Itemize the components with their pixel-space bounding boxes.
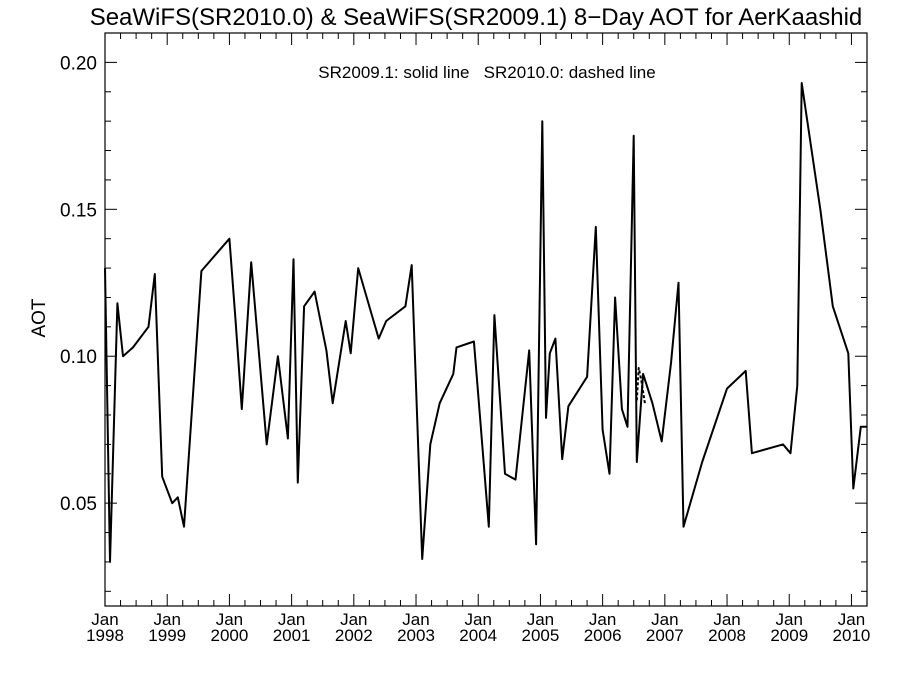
y-tick-label: 0.15 <box>60 200 97 221</box>
axis-ticks: 0.050.100.150.20Jan1998Jan1999Jan2000Jan… <box>60 32 871 645</box>
x-tick-label-year: 2000 <box>210 626 248 645</box>
x-tick-label-month: Jan <box>838 610 865 629</box>
x-tick-label-year: 2003 <box>397 626 435 645</box>
x-tick-label-month: Jan <box>340 610 367 629</box>
x-tick-label-year: 1999 <box>148 626 186 645</box>
y-tick-label: 0.10 <box>60 347 97 368</box>
series-line-solid <box>104 82 867 563</box>
x-tick-label-month: Jan <box>216 610 243 629</box>
x-tick-label-year: 2004 <box>459 626 497 645</box>
x-tick-label-year: 2007 <box>646 626 684 645</box>
x-tick-label-year: 1998 <box>86 626 124 645</box>
x-tick-label-year: 2005 <box>522 626 560 645</box>
x-tick-label-year: 2006 <box>584 626 622 645</box>
x-tick-label-year: 2001 <box>273 626 311 645</box>
line-style-annotation: SR2009.1: solid line SR2010.0: dashed li… <box>318 63 655 82</box>
chart-title: SeaWiFS(SR2010.0) & SeaWiFS(SR2009.1) 8−… <box>90 4 863 31</box>
plot-frame <box>104 32 868 607</box>
x-tick-label-month: Jan <box>776 610 803 629</box>
x-tick-label-month: Jan <box>278 610 305 629</box>
x-tick-label-year: 2010 <box>833 626 871 645</box>
x-tick-label-month: Jan <box>465 610 492 629</box>
data-series <box>104 82 867 563</box>
x-tick-label-month: Jan <box>589 610 616 629</box>
series-line-dashed <box>635 367 646 404</box>
x-tick-label-year: 2002 <box>335 626 373 645</box>
x-tick-label-month: Jan <box>651 610 678 629</box>
y-tick-label: 0.20 <box>60 53 97 74</box>
x-tick-label-year: 2008 <box>708 626 746 645</box>
x-tick-label-month: Jan <box>91 610 118 629</box>
x-tick-label-month: Jan <box>402 610 429 629</box>
y-axis-label: AOT <box>29 298 50 337</box>
y-tick-label: 0.05 <box>60 494 97 515</box>
x-tick-label-year: 2009 <box>770 626 808 645</box>
x-tick-label-month: Jan <box>153 610 180 629</box>
x-tick-label-month: Jan <box>527 610 554 629</box>
x-tick-label-month: Jan <box>713 610 740 629</box>
